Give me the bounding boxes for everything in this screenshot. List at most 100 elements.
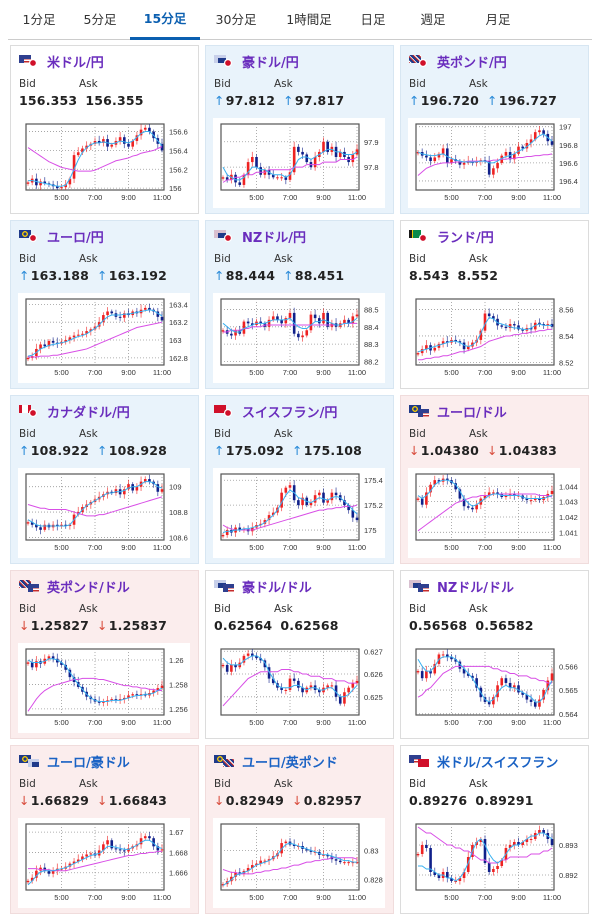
pair-title[interactable]: 豪ドル/ドル: [242, 580, 312, 596]
pair-title[interactable]: 英ポンド/円: [437, 55, 507, 71]
currency-card-14[interactable]: 米ドル/スイスフラン Bid Ask 0.89276 0.89291 5:00 7…: [400, 745, 589, 914]
candle-body: [492, 316, 495, 319]
candle-body: [39, 344, 42, 349]
currency-card-8[interactable]: ユーロ/ドル Bid Ask ↓1.04380 ↓1.04383 5:00 7:0…: [400, 395, 589, 564]
candle-body: [487, 701, 491, 705]
y-tick-label: 156.6: [169, 128, 188, 137]
candle-body: [131, 484, 134, 491]
mini-chart[interactable]: 5:00 7:00 9:00 11:00 0.625 0.626 0.627: [213, 643, 385, 733]
bid-value: 88.444: [225, 268, 276, 283]
candle-body: [234, 872, 237, 877]
candle-body: [221, 177, 225, 179]
candle-body: [446, 872, 449, 878]
mini-chart[interactable]: 5:00 7:00 9:00 11:00 156 156.2 156.4 156.6: [18, 118, 190, 208]
pair-title[interactable]: NZドル/円: [242, 230, 307, 246]
mini-chart[interactable]: 5:00 7:00 9:00 11:00 162.8 163 163.2 163.4: [18, 293, 190, 383]
tab-0[interactable]: 1分足: [22, 11, 56, 27]
currency-card-4[interactable]: NZドル/円 Bid Ask ↑88.444 ↑88.451 5:00 7:00 9…: [205, 220, 394, 389]
mini-chart[interactable]: 5:00 7:00 9:00 11:00 108.6 108.8 109: [18, 468, 190, 558]
pair-title[interactable]: スイスフラン/円: [242, 405, 338, 421]
candle-body: [246, 868, 250, 871]
bid-price: ↓1.66829: [19, 793, 89, 808]
candle-body: [355, 862, 359, 864]
ma-long-line: [417, 826, 553, 864]
currency-card-5[interactable]: ランド/円 Bid Ask 8.543 8.552 5:00 7:00 9:00 11…: [400, 220, 589, 389]
pair-title[interactable]: 豪ドル/円: [242, 55, 299, 71]
tab-5[interactable]: 日足: [360, 11, 386, 27]
candle-body: [135, 486, 139, 491]
currency-card-1[interactable]: 豪ドル/円 Bid Ask ↑97.812 ↑97.817 5:00 7:00 9:…: [205, 45, 394, 214]
x-tick-label: 11:00: [543, 368, 561, 377]
flag-icon: [409, 755, 429, 767]
candle-body: [280, 319, 283, 324]
pair-title[interactable]: ユーロ/英ポンド: [242, 755, 338, 771]
tab-1[interactable]: 5分足: [83, 11, 117, 27]
mini-chart[interactable]: 5:00 7:00 9:00 11:00 175 175.2 175.4: [213, 468, 385, 558]
y-tick-label: 156.4: [169, 146, 188, 155]
bid-value: 0.56568: [409, 618, 468, 633]
candle-body: [85, 854, 88, 857]
candle-body: [102, 701, 105, 703]
candle-body: [521, 842, 524, 845]
mini-chart[interactable]: 5:00 7:00 9:00 11:00 1.666 1.668 1.67: [18, 818, 190, 908]
currency-card-10[interactable]: 豪ドル/ドル Bid Ask 0.62564 0.62568 5:00 7:00 9…: [205, 570, 394, 739]
pair-title[interactable]: NZドル/ドル: [437, 580, 515, 596]
bid-value: 0.82949: [225, 793, 285, 808]
tab-6[interactable]: 週足: [420, 11, 446, 27]
candle-body: [487, 313, 491, 317]
currency-card-2[interactable]: 英ポンド/円 Bid Ask ↑196.720 ↑196.727 5:00 7:0…: [400, 45, 589, 214]
pair-title[interactable]: 米ドル/スイスフラン: [437, 755, 559, 771]
currency-card-11[interactable]: NZドル/ドル Bid Ask 0.56568 0.56582 5:00 7:00…: [400, 570, 589, 739]
candle-body: [114, 699, 118, 701]
mini-chart[interactable]: 5:00 7:00 9:00 11:00 97.8 97.9: [213, 118, 385, 208]
pair-title[interactable]: 英ポンド/ドル: [47, 580, 130, 596]
pair-title[interactable]: ランド/円: [437, 230, 494, 246]
pair-title[interactable]: カナダドル/円: [47, 405, 130, 421]
y-tick-label: 8.54: [559, 332, 574, 341]
pair-title[interactable]: ユーロ/ドル: [437, 405, 507, 421]
tab-7[interactable]: 月足: [485, 11, 511, 27]
candlestick-chart-1: 5:00 7:00 9:00 11:00 97.8 97.9: [220, 123, 379, 202]
flag-icon: [19, 230, 39, 242]
mini-chart[interactable]: 5:00 7:00 9:00 11:00 0.828 0.83: [213, 818, 385, 908]
mini-chart[interactable]: 5:00 7:00 9:00 11:00 0.892 0.893: [408, 818, 580, 908]
candle-body: [127, 848, 130, 852]
ma-long-line: [28, 850, 162, 872]
bid-price: ↓0.82949: [214, 793, 284, 808]
candle-body: [504, 326, 508, 329]
mini-chart[interactable]: 5:00 7:00 9:00 11:00 0.564 0.565 0.566: [408, 643, 580, 733]
x-tick-label: 7:00: [283, 193, 298, 202]
x-tick-label: 11:00: [153, 193, 171, 202]
currency-card-0[interactable]: 米ドル/円 Bid Ask 156.353 156.355 5:00 7:00 9:…: [10, 45, 199, 214]
currency-card-13[interactable]: ユーロ/英ポンド Bid Ask ↓0.82949 ↓0.82957 5:00 7…: [205, 745, 394, 914]
mini-chart[interactable]: 5:00 7:00 9:00 11:00 1.041 1.042 1.043 1.044: [408, 468, 580, 558]
mini-chart[interactable]: 5:00 7:00 9:00 11:00 196.4 196.6 196.8 197: [408, 118, 580, 208]
bid-label: Bid: [409, 603, 426, 615]
pair-title[interactable]: ユーロ/豪ドル: [47, 755, 130, 771]
mini-chart[interactable]: 5:00 7:00 9:00 11:00 8.52 8.54 8.56: [408, 293, 580, 383]
ask-value: 1.25837: [108, 618, 168, 633]
candle-body: [533, 132, 537, 140]
candle-body: [338, 151, 342, 157]
pair-title[interactable]: ユーロ/円: [47, 230, 104, 246]
tab-4[interactable]: 1時間足: [286, 11, 332, 27]
arrow-down-icon: ↓: [214, 793, 225, 808]
mini-chart[interactable]: 5:00 7:00 9:00 11:00 1.256 1.258 1.26: [18, 643, 190, 733]
mini-chart[interactable]: 5:00 7:00 9:00 11:00 88.2 88.3 88.4 88.5: [213, 293, 385, 383]
candle-body: [496, 162, 499, 169]
currency-card-3[interactable]: ユーロ/円 Bid Ask ↑163.188 ↑163.192 5:00 7:00…: [10, 220, 199, 389]
currency-card-9[interactable]: 英ポンド/ドル Bid Ask ↓1.25827 ↓1.25837 5:00 7:…: [10, 570, 199, 739]
candle-body: [533, 498, 537, 501]
candle-body: [143, 836, 147, 839]
pair-title[interactable]: 米ドル/円: [47, 55, 104, 71]
y-tick-label: 0.566: [559, 662, 578, 671]
tab-2[interactable]: 15分足: [130, 0, 200, 40]
currency-card-7[interactable]: スイスフラン/円 Bid Ask ↑175.092 ↑175.108 5:00 7…: [205, 395, 394, 564]
candle-body: [517, 325, 520, 330]
candle-body: [529, 328, 533, 330]
tab-3[interactable]: 30分足: [215, 11, 257, 27]
candle-body: [284, 318, 288, 324]
currency-card-12[interactable]: ユーロ/豪ドル Bid Ask ↓1.66829 ↓1.66843 5:00 7:…: [10, 745, 199, 914]
base-flag-icon: [19, 755, 31, 763]
currency-card-6[interactable]: カナダドル/円 Bid Ask ↑108.922 ↑108.928 5:00 7:…: [10, 395, 199, 564]
